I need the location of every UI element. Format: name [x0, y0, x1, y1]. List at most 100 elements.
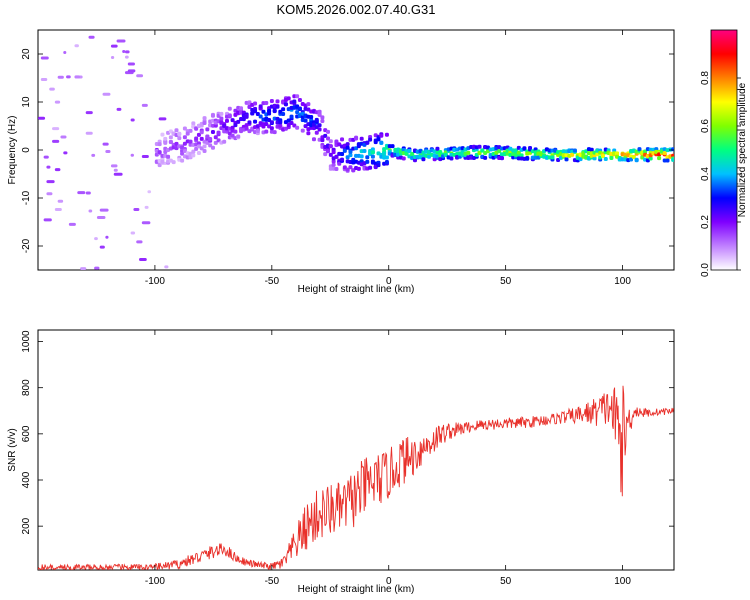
spectrogram-cell [278, 120, 283, 125]
spectrogram-cell [269, 120, 274, 125]
spectrogram-cell [222, 139, 227, 144]
spectrogram-cell [435, 146, 440, 151]
spectrogram-cell [85, 111, 93, 115]
spectrogram-x-tick-label: -100 [145, 276, 165, 287]
spectrogram-cell [253, 101, 258, 106]
spectrogram-cell [182, 141, 187, 146]
spectrogram-cell [219, 111, 224, 116]
spectrogram-cell [208, 136, 213, 141]
spectrogram-cell [230, 125, 235, 130]
spectrogram-cell [139, 258, 147, 262]
spectrogram-cell [224, 118, 229, 123]
spectrogram-cell [412, 158, 417, 163]
spectrogram-y-tick-label: -20 [21, 238, 32, 253]
spectrogram-cell [85, 191, 91, 195]
spectrogram-cell [264, 101, 269, 106]
spectrogram-cell [160, 132, 165, 137]
spectrogram-cell [77, 191, 86, 195]
spectrogram-cell [163, 136, 168, 141]
spectrogram-cell [94, 266, 100, 270]
spectrogram-cell [236, 119, 241, 124]
snr-y-axis-label: SNR (v/v) [7, 428, 18, 471]
spectrogram-cell [213, 135, 218, 140]
spectrogram-cell [340, 137, 345, 142]
spectrogram-cell [261, 109, 266, 114]
spectrogram-cell [210, 130, 215, 135]
spectrogram-cell [443, 152, 448, 157]
spectrogram-cell [136, 74, 144, 78]
spectrogram-cell [182, 135, 187, 140]
spectrogram-cell [342, 148, 347, 153]
spectrogram-cell [522, 146, 527, 151]
spectrogram-cell [239, 106, 244, 111]
spectrogram-cell [337, 161, 342, 166]
spectrogram-cell [255, 129, 260, 134]
spectrogram-cell [609, 156, 614, 161]
spectrogram-cell [317, 123, 322, 128]
spectrogram-cell [141, 103, 148, 107]
snr-y-tick-label: 800 [21, 379, 32, 396]
spectrogram-cell [600, 153, 605, 158]
spectrogram-cell [314, 117, 319, 122]
spectrogram-cell [289, 121, 294, 126]
spectrogram-cell [191, 149, 196, 154]
spectrogram-cell [182, 148, 187, 153]
spectrogram-cell [637, 147, 642, 152]
spectrogram-cell [191, 121, 196, 126]
spectrogram-cell [43, 218, 52, 222]
spectrogram-cell [516, 150, 521, 155]
spectrogram-cell [356, 166, 361, 171]
spectrogram-cell [168, 135, 173, 140]
spectrogram-cell [281, 111, 286, 116]
spectrogram-cell [147, 190, 152, 194]
spectrogram-cell [306, 131, 311, 136]
spectrogram-cell [210, 113, 215, 118]
snr-x-tick-label: 100 [614, 576, 631, 587]
spectrogram-cell [328, 144, 333, 149]
spectrogram-cell [449, 156, 454, 161]
spectrogram-cell [194, 146, 199, 151]
spectrogram-cell [213, 140, 218, 145]
spectrogram-cell [662, 151, 667, 156]
spectrogram-x-tick-label: 0 [386, 276, 392, 287]
spectrogram-cell [278, 123, 283, 128]
snr-y-ticks: 200 400 600 800 1000 [21, 330, 674, 534]
spectrogram-cell [113, 168, 118, 172]
spectrogram-cell [342, 165, 347, 170]
spectrogram-cell [38, 116, 46, 120]
colorbar-label: Normalized spectral amplitude [737, 82, 748, 217]
spectrogram-cell [202, 120, 207, 125]
spectrogram-cell [629, 157, 634, 162]
spectrogram-cell [283, 102, 288, 107]
spectrogram-cell [233, 129, 238, 134]
spectrogram-cell [359, 136, 364, 141]
spectrogram-cell [63, 50, 67, 54]
spectrogram-cell [66, 75, 71, 79]
spectrogram-cell [168, 139, 173, 144]
figure-title: KOM5.2026.002.07.40.G31 [276, 2, 435, 17]
snr-x-tick-label: 50 [500, 576, 512, 587]
snr-x-axis-label: Height of straight line (km) [298, 584, 415, 595]
spectrogram-cell [163, 140, 168, 145]
spectrogram-cell [275, 99, 280, 104]
spectrogram-x-ticks: -100 -50 0 50 100 [145, 30, 631, 287]
spectrogram-cell [365, 140, 370, 145]
spectrogram-cell [289, 114, 294, 119]
spectrogram-cell [202, 144, 207, 149]
spectrogram-cell [116, 107, 122, 111]
spectrogram-cell [564, 157, 569, 162]
spectrogram-cell [94, 237, 98, 241]
spectrogram-y-tick-label: 20 [21, 48, 32, 60]
colorbar-tick-label: 0.4 [700, 167, 711, 181]
spectrogram-y-tick-label: 10 [21, 96, 32, 108]
spectrogram-cell [297, 107, 302, 112]
spectrogram-cell [74, 75, 81, 79]
spectrogram-cell [157, 142, 162, 147]
spectrogram-cell [303, 118, 308, 123]
spectrogram-cell [130, 231, 136, 235]
spectrogram-cell [275, 104, 280, 109]
spectrogram-cell [241, 117, 246, 122]
